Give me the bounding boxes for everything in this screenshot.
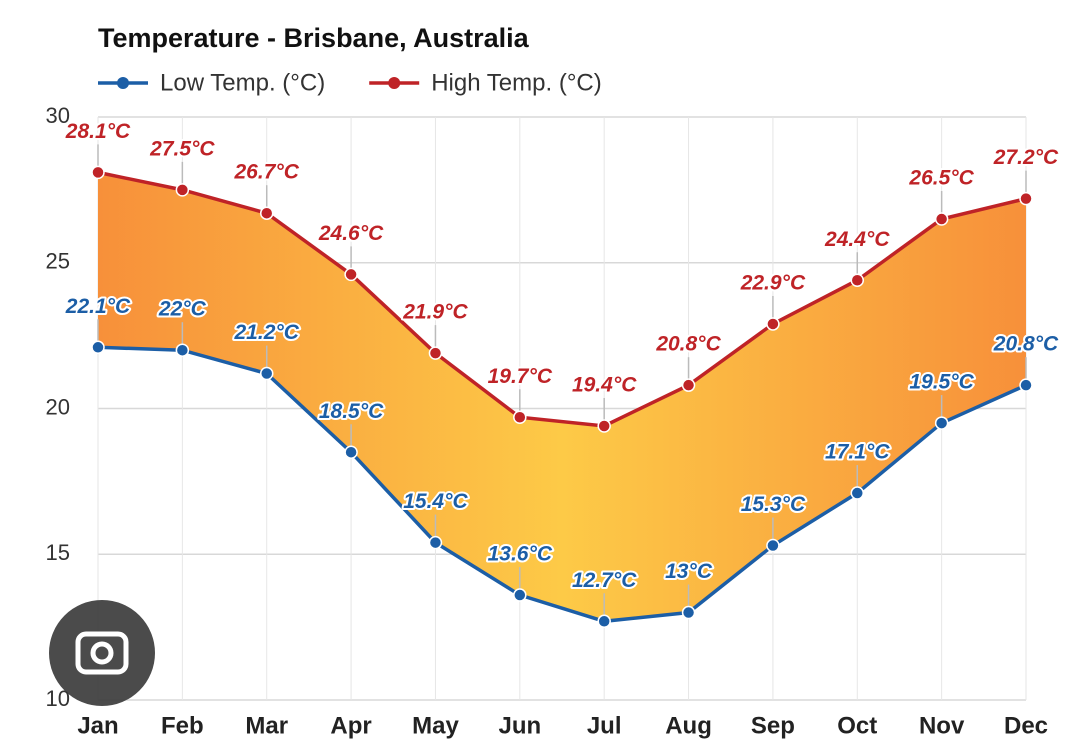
range-fill bbox=[98, 172, 1026, 622]
value-label: 22°C bbox=[158, 298, 207, 321]
series-line bbox=[97, 345, 1027, 624]
point bbox=[850, 273, 865, 287]
value-label: 20.8°C bbox=[993, 333, 1059, 356]
x-tick-label: Aug bbox=[665, 712, 712, 739]
value-label: 28.1°C bbox=[65, 120, 131, 143]
value-label: 26.7°C bbox=[234, 161, 300, 184]
point bbox=[344, 445, 358, 459]
legend-marker bbox=[117, 77, 129, 89]
value-label: 27.2°C bbox=[993, 146, 1059, 169]
lens-bg[interactable] bbox=[49, 600, 155, 706]
x-tick-label: Feb bbox=[161, 712, 204, 739]
point bbox=[91, 165, 105, 180]
y-tick-label: 20 bbox=[46, 394, 70, 419]
value-label: 19.4°C bbox=[572, 374, 637, 397]
point bbox=[175, 343, 190, 357]
value-label: 21.9°C bbox=[402, 301, 468, 324]
point bbox=[428, 535, 443, 550]
value-label: 18.5°C bbox=[319, 400, 384, 423]
value-label: 19.5°C bbox=[909, 371, 974, 394]
legend-marker bbox=[388, 77, 401, 89]
point bbox=[175, 183, 190, 197]
value-label: 27.5°C bbox=[149, 137, 215, 160]
point bbox=[850, 486, 865, 500]
value-label: 26.5°C bbox=[908, 167, 974, 190]
x-tick-label: Jun bbox=[498, 712, 541, 739]
x-tick-label: Jan bbox=[77, 712, 118, 739]
chart-title: Temperature - Brisbane, Australia bbox=[98, 23, 530, 53]
x-tick-label: Sep bbox=[751, 712, 795, 739]
value-label: 21.2°C bbox=[234, 321, 300, 344]
point bbox=[1019, 191, 1033, 206]
legend: Low Temp. (°C) High Temp. (°C) bbox=[98, 69, 602, 96]
value-label: 22.9°C bbox=[740, 272, 806, 295]
plot: 22.1°C 22°C 21.2°C 18.5°C 15.4°C 13.6°C 12.7°C… bbox=[63, 118, 1061, 629]
value-label: 24.6°C bbox=[318, 222, 384, 245]
x-tick-label: May bbox=[412, 712, 459, 739]
point bbox=[597, 614, 611, 629]
x-tick-label: Jul bbox=[587, 712, 622, 739]
point bbox=[681, 605, 696, 620]
y-tick-label: 25 bbox=[46, 249, 70, 274]
value-label: 17.1°C bbox=[825, 441, 890, 464]
point bbox=[766, 317, 780, 331]
value-label: 20.8°C bbox=[655, 333, 721, 356]
x-tick-label: Apr bbox=[330, 712, 371, 739]
x-tick-label: Dec bbox=[1004, 712, 1048, 739]
point bbox=[91, 340, 105, 355]
point bbox=[513, 588, 527, 602]
point bbox=[766, 538, 780, 553]
lens-icon bbox=[75, 631, 129, 675]
point bbox=[681, 378, 696, 392]
y-tick-label: 30 bbox=[46, 103, 70, 128]
value-label: 24.4°C bbox=[824, 228, 890, 251]
value-label: 13°C bbox=[665, 560, 713, 583]
value-label: 19.7°C bbox=[488, 365, 553, 388]
x-tick-label: Mar bbox=[245, 712, 288, 739]
value-label: 15.4°C bbox=[403, 490, 468, 513]
lens-icon-dot bbox=[90, 641, 114, 665]
point bbox=[934, 416, 949, 430]
x-tick-label: Oct bbox=[837, 712, 877, 739]
point bbox=[1019, 378, 1033, 392]
x-tick-label: Nov bbox=[919, 712, 965, 739]
value-label: 13.6°C bbox=[488, 543, 553, 566]
lens-button[interactable] bbox=[49, 600, 155, 706]
value-label: 15.3°C bbox=[741, 493, 806, 516]
point bbox=[344, 267, 358, 282]
point bbox=[428, 346, 443, 360]
value-label: 12.7°C bbox=[572, 569, 637, 592]
point bbox=[513, 410, 527, 424]
point bbox=[597, 419, 611, 433]
legend-label: Low Temp. (°C) bbox=[160, 69, 325, 96]
value-label: 22.1°C bbox=[65, 295, 131, 318]
legend-label: High Temp. (°C) bbox=[431, 69, 602, 96]
series-line bbox=[97, 170, 1027, 428]
point bbox=[259, 206, 274, 220]
point bbox=[259, 366, 274, 381]
y-tick-label: 15 bbox=[46, 540, 70, 565]
point bbox=[934, 212, 949, 226]
